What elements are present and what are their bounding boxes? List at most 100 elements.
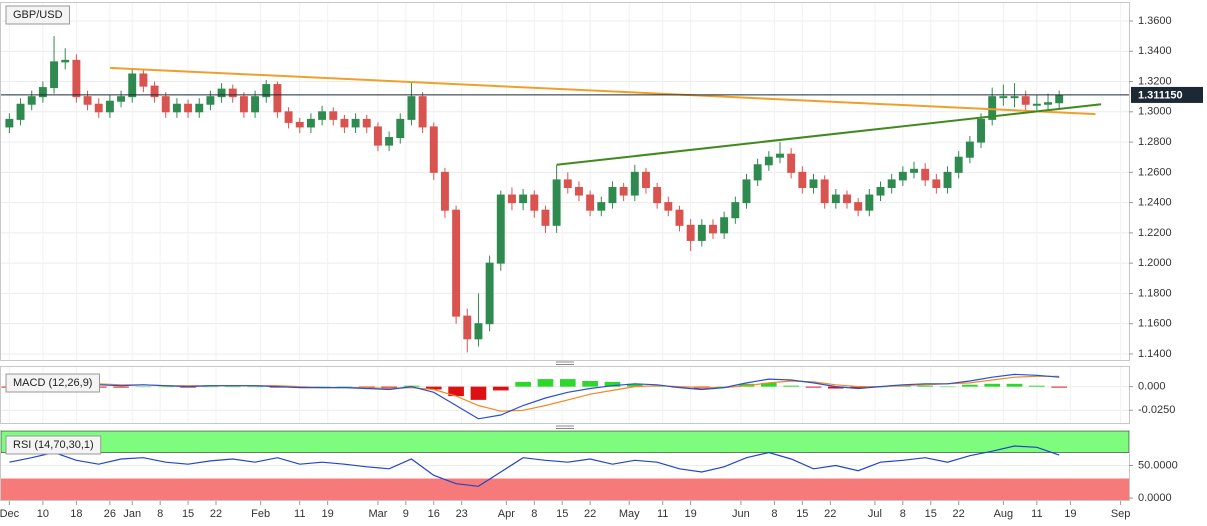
x-tick-label: Jun [732,508,750,520]
candle-body [429,126,438,173]
candle-body [507,194,516,204]
histogram-bar [425,386,442,390]
candle-body [396,118,405,139]
y-tick-label: 1.2400 [1138,197,1172,209]
candle-body [16,103,25,120]
candle-body [954,156,963,173]
x-tick-label: 18 [70,508,82,520]
candle-body [318,111,327,120]
candle-body [228,88,237,98]
candle-body [519,194,528,204]
panel-title: MACD (12,26,9) [13,377,92,389]
histogram-bar [828,386,844,389]
candle-body [586,194,595,211]
x-tick-label: Jan [123,508,141,520]
candle-body [597,202,606,211]
x-tick-label: 8 [771,508,777,520]
x-tick-label: Aug [994,508,1014,520]
y-tick-label: 1.3000 [1138,106,1172,118]
candle-body [340,118,349,128]
candle-body [284,111,293,123]
histogram-bar [783,385,799,387]
candle-body [943,171,952,188]
candle-body [385,137,394,146]
last-price-box [1131,86,1203,103]
x-tick-label: Mar [368,508,387,520]
x-tick-label: 22 [953,508,965,520]
y-tick-label: 1.1400 [1138,348,1172,360]
candle-body [720,217,729,234]
candle-body [675,209,684,226]
x-tick-label: 22 [584,508,596,520]
x-tick-label: 22 [824,508,836,520]
candle-body [1010,96,1019,99]
candle-body [709,224,717,234]
y-tick-label: 1.2200 [1138,227,1172,239]
candle-body [184,103,193,113]
y-tick-label: 50.0000 [1138,459,1178,471]
panel-title-box [5,5,71,25]
histogram-bar [626,383,643,387]
candle-body [38,87,47,98]
histogram-bar [247,386,263,388]
mark-layer [1,36,1129,487]
candle-body [362,118,371,128]
candle-body [172,103,181,113]
candle-body [273,84,282,113]
histogram-bar [850,386,866,389]
x-tick-label: 23 [456,508,468,520]
panel-title: GBP/USD [13,9,63,21]
candle-body [865,194,874,211]
y-tick-label: 0.0000 [1138,492,1172,504]
candle-body [988,96,997,120]
histogram-bar [492,386,509,391]
overbought-zone [0,430,1130,453]
panel-title-box [5,435,102,455]
candle-body [306,118,315,128]
candle-body [887,179,896,188]
y-tick-label: 1.3600 [1138,15,1172,27]
histogram-bar [113,386,129,388]
candle-body [485,262,494,325]
histogram-bar [157,386,174,388]
histogram-bar [761,382,777,387]
candle-body [932,179,941,188]
histogram-bar [470,386,487,400]
candle-body [440,171,449,211]
candle-body [50,61,59,89]
rsi-line [9,445,1060,487]
candle-body [843,194,851,204]
candle-body [72,59,81,98]
x-tick-label: Sep [1111,508,1131,520]
x-tick-label: 19 [322,508,334,520]
oversold-zone [1,478,1129,500]
candle-body [854,202,863,211]
candle-body [910,168,918,173]
candle-body [831,194,840,204]
x-tick-label: 15 [796,508,808,520]
histogram-bar [537,379,554,387]
histogram-bar [1029,385,1045,387]
label-layer: 1.1400 1.1600 1.1800 1.2000 1.2200 1.2400 1.26… [0,5,1203,520]
x-tick-label: 11 [1031,508,1042,520]
candle-body [574,186,583,196]
candle-body [1021,96,1030,105]
resize-grip[interactable] [556,361,574,429]
candle-body [921,168,930,181]
histogram-bar [1006,383,1023,387]
histogram-bar [224,386,241,388]
candle-body [418,96,427,128]
candle-body [1055,94,1064,104]
histogram-bar [917,385,933,387]
x-tick-label: 9 [403,508,409,520]
candle-body [463,315,472,340]
y-tick-label: -0.0250 [1138,404,1175,416]
candle-body [697,224,706,241]
x-tick-label: 8 [900,508,906,520]
candle-body [329,111,338,120]
candle-body [474,323,483,340]
candle-body [798,171,807,188]
y-tick-label: 1.2000 [1138,257,1172,269]
macd-line [9,373,1060,420]
